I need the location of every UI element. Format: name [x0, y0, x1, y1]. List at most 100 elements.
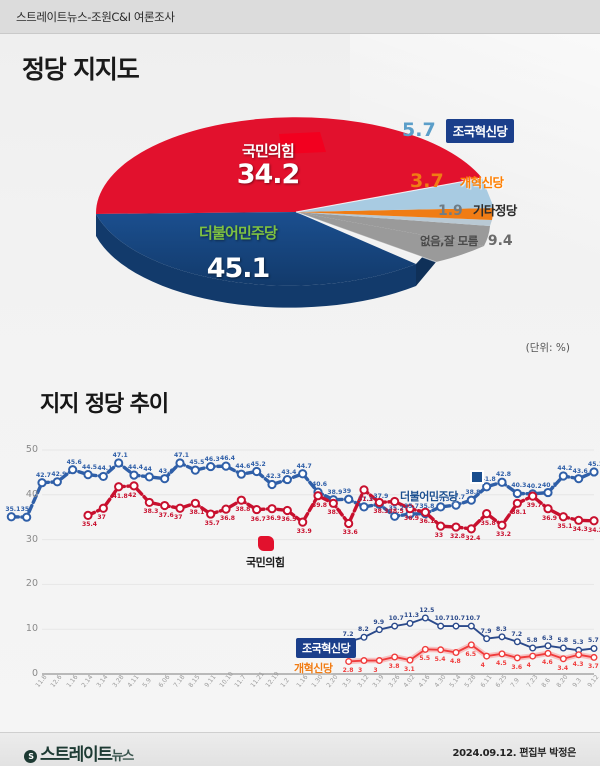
data-point-label: 5.7	[588, 637, 599, 645]
data-point-label: 45.1	[588, 460, 600, 468]
source-bar: 스트레이트뉴스-조원C&I 여론조사	[0, 0, 600, 34]
data-point-label: 45.5	[189, 459, 205, 467]
data-point-label: 3.7	[588, 663, 599, 671]
data-point-label: 3	[373, 666, 378, 674]
data-point-label: 44	[143, 465, 152, 473]
data-point-label: 38.1	[189, 509, 205, 517]
trend-legend-reform: 개혁신당	[294, 662, 333, 675]
data-point-label: 40.3	[511, 482, 527, 490]
data-point-label: 39.8	[312, 501, 328, 509]
data-point-label: 5.5	[419, 655, 431, 663]
data-point-label: 11.3	[404, 612, 420, 620]
data-point-label: 3.6	[511, 663, 523, 671]
y-axis-tick: 30	[25, 533, 38, 545]
data-point-label: 6.3	[542, 634, 553, 642]
data-point-label: 35.7	[404, 503, 420, 511]
data-point-label: 35.7	[204, 520, 220, 528]
data-point-label: 40.6	[312, 481, 328, 489]
data-point-label: 38.1	[511, 509, 527, 517]
data-point-label: 3.4	[557, 664, 569, 672]
logo-mark-icon: S	[24, 750, 37, 763]
party-trend-section: 지지 정당 추이 0 10 20 30 40 50 11.8 12.6 1.16 2.14 3.14…	[0, 370, 600, 732]
data-point-label: 12.5	[419, 607, 435, 614]
data-point-label: 5.8	[557, 637, 569, 645]
data-point-label: 10.7	[465, 615, 481, 623]
pie-callout-value-etc: 1.9	[438, 203, 463, 219]
data-point-label: 35.1	[557, 522, 573, 530]
trend-chart: 0 10 20 30 40 50 11.8 12.6 1.16 2.14 3.14 3.28 4.11 5…	[0, 442, 600, 732]
data-point-label: 43.6	[572, 467, 588, 475]
pie-callout-name-none: 없음,잘 모름	[420, 234, 478, 248]
pie-callout-name-rebuild: 조국혁신당	[445, 119, 515, 143]
page-title: 정당 지지도	[22, 55, 140, 84]
data-point-label: 37	[174, 514, 183, 522]
pie-callout-name-etc: 기타정당	[472, 203, 518, 218]
data-point-label: 44.6	[235, 463, 251, 471]
unit-note: (단위: %)	[525, 342, 570, 354]
pie-callout-rebuild: 5.7 조국혁신당	[402, 119, 515, 143]
pie-callout-etc: 1.9 기타정당	[438, 200, 517, 219]
y-axis-tick: 0	[31, 668, 38, 679]
data-point-label: 41.8	[112, 492, 128, 500]
data-point-label: 47.1	[174, 451, 190, 459]
data-point-label: 41.1	[358, 495, 374, 503]
data-point-label: 42.3	[266, 473, 282, 481]
pie-callout-reform: 3.7 개혁신당	[410, 170, 510, 194]
data-point-label: 7.2	[511, 630, 523, 638]
pie-callout-none: 없음,잘 모름 9.4	[420, 230, 513, 249]
dp-legend-icon	[470, 470, 484, 484]
data-point-label: 37.3	[358, 495, 374, 503]
data-point-label: 37.3	[434, 495, 450, 503]
data-point-label: 5.4	[434, 655, 446, 663]
footer-bar: S 스트레이트뉴스 2024.09.12. 편집부 박정은	[0, 732, 600, 766]
data-point-label: 36.7	[250, 515, 266, 523]
data-point-label: 35.4	[82, 521, 98, 529]
data-point-label: 4	[526, 662, 531, 670]
data-point-label: 45.6	[66, 458, 82, 466]
data-point-label: 43.6	[158, 467, 174, 475]
data-point-label: 44.5	[82, 463, 98, 471]
data-point-label: 6.5	[465, 650, 477, 658]
site-logo: S 스트레이트뉴스	[24, 740, 134, 765]
source-label: 스트레이트뉴스-조원C&I 여론조사	[16, 10, 175, 24]
credit-label: 2024.09.12. 편집부 박정은	[452, 748, 576, 759]
data-point-label: 38.8	[235, 506, 251, 514]
data-point-label: 36.9	[542, 514, 558, 522]
logo-main-text: 스트레이트	[40, 745, 113, 765]
data-point-label: 34.2	[588, 526, 600, 534]
data-point-label: 38.3	[373, 508, 389, 516]
data-point-label: 3	[358, 666, 363, 674]
data-point-label: 4.6	[542, 659, 553, 667]
data-point-label: 8.3	[496, 625, 507, 633]
data-point-label: 37.9	[373, 493, 389, 501]
pie-chart-svg	[95, 117, 494, 308]
data-point-label: 42	[128, 491, 137, 499]
data-point-label: 38.5	[388, 507, 404, 515]
data-point-label: 33.2	[496, 531, 512, 539]
trend-legend-rebuild: 조국혁신당	[296, 638, 357, 658]
pie-callout-value-rebuild: 5.7	[402, 119, 436, 141]
data-point-label: 45.2	[250, 460, 266, 468]
data-point-label: 39.7	[526, 502, 542, 510]
data-point-label: 38.3	[143, 508, 159, 516]
data-point-label: 37	[97, 514, 106, 522]
data-point-label: 9.9	[373, 618, 385, 626]
data-point-label: 4.5	[496, 659, 507, 667]
data-point-label: 36.5	[281, 516, 297, 524]
data-point-label: 33.9	[296, 528, 312, 536]
pie-callout-name-reform: 개혁신당	[459, 175, 504, 190]
data-point-label: 39	[342, 488, 352, 496]
data-point-label: 42.7	[36, 471, 52, 479]
data-point-label: 33.6	[342, 529, 358, 537]
data-point-label: 46.3	[204, 455, 220, 463]
data-point-label: 44.4	[128, 464, 144, 472]
data-point-label: 37.6	[158, 511, 174, 519]
data-point-label: 35.2	[388, 505, 404, 513]
trend-chart-svg	[6, 449, 599, 675]
y-axis-tick: 20	[25, 578, 38, 590]
data-point-label: 10.7	[434, 615, 450, 623]
data-point-label: 37.7	[450, 494, 466, 502]
data-point-label: 36.9	[404, 514, 420, 522]
data-point-label: 3.1	[404, 666, 415, 674]
